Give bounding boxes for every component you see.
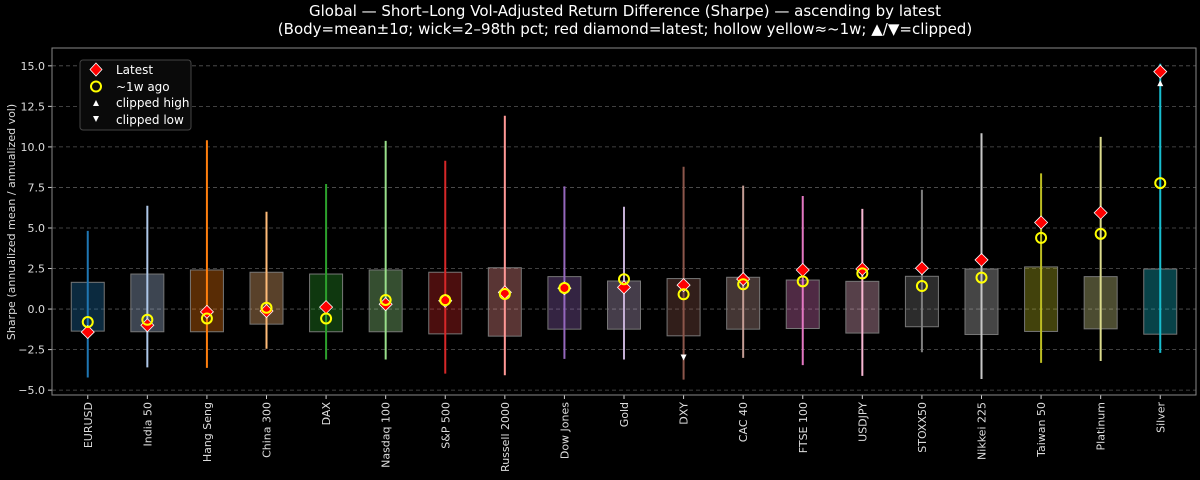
latest-marker — [914, 261, 929, 276]
week-ago-marker — [1154, 177, 1167, 190]
week-ago-marker — [81, 316, 94, 329]
y-tick-label: 2.5 — [28, 263, 46, 276]
clipped-high-marker — [1157, 80, 1164, 87]
week-ago-marker — [1035, 231, 1048, 244]
week-ago-marker — [558, 281, 571, 294]
week-ago-marker — [200, 312, 213, 325]
x-tick-label: Nikkei 225 — [976, 402, 989, 460]
week-ago-marker — [141, 313, 154, 326]
x-axis: EURUSD India 50 Hang Seng China 300 DAX Nasda… — [82, 395, 1167, 472]
x-tick-label: India 50 — [141, 402, 154, 447]
latest-marker — [795, 262, 810, 278]
chart-title: Global — Short–Long Vol-Adjusted Return … — [309, 2, 941, 20]
y-tick-label: 15.0 — [21, 60, 46, 73]
x-tick-label: USDJPY — [856, 402, 869, 442]
week-ago-marker — [1094, 227, 1107, 240]
y-tick-label: 5.0 — [28, 222, 46, 235]
x-tick-label: Gold — [618, 402, 631, 427]
x-tick-label: Taiwan 50 — [1035, 402, 1048, 458]
week-ago-marker — [677, 288, 690, 301]
week-ago-marker — [260, 301, 273, 314]
week-ago-marker — [975, 271, 988, 284]
week-ago-marker — [379, 293, 392, 306]
week-ago-marker — [498, 287, 511, 300]
x-tick-label: CAC 40 — [737, 402, 750, 442]
x-tick-label: DXY — [678, 402, 691, 425]
x-tick-label: Platinum — [1095, 402, 1108, 450]
y-tick-label: −5.0 — [18, 384, 45, 397]
x-tick-label: Hang Seng — [201, 402, 214, 462]
latest-marker — [1153, 64, 1168, 79]
plot-frame — [51, 47, 1197, 396]
latest-marker — [80, 325, 95, 340]
legend-clipped-high-icon — [93, 100, 99, 106]
y-tick-label: −2.5 — [18, 344, 45, 357]
plot-marks — [70, 63, 1178, 380]
week-ago-marker — [439, 294, 452, 307]
x-tick-label: Russell 2000 — [499, 402, 512, 472]
x-tick-label: Silver — [1154, 402, 1167, 433]
x-tick-label: DAX — [320, 402, 333, 426]
y-tick-label: 10.0 — [21, 141, 46, 154]
legend-box — [79, 59, 192, 131]
clipped-low-marker — [680, 354, 687, 361]
y-axis-label: Sharpe (annualized mean / annualized vol… — [5, 104, 18, 340]
chart-subtitle: (Body=mean±1σ; wick=2–98th pct; red diam… — [278, 20, 972, 38]
week-ago-marker — [618, 273, 630, 286]
latest-marker — [676, 277, 691, 293]
legend: Latest ~1w ago clipped high clipped low — [79, 59, 192, 131]
legend-week-circle-icon — [90, 80, 102, 93]
legend-latest-diamond-icon — [89, 62, 103, 77]
gridlines — [52, 65, 1196, 391]
week-ago-marker — [796, 275, 809, 288]
legend-week-label: ~1w ago — [116, 80, 170, 94]
y-tick-label: 7.5 — [28, 181, 46, 194]
x-tick-label: STOXX50 — [916, 402, 929, 453]
latest-marker — [974, 252, 989, 267]
legend-latest-label: Latest — [116, 63, 153, 77]
y-axis: −5.0 −2.5 0.0 2.5 5.0 7.5 10.0 12.5 15.0 — [18, 60, 52, 397]
x-tick-label: Nasdaq 100 — [380, 402, 393, 468]
x-tick-label: Dow Jones — [558, 402, 571, 459]
latest-marker — [1034, 215, 1049, 230]
latest-marker — [1093, 205, 1108, 220]
x-tick-label: China 300 — [261, 402, 274, 458]
week-ago-marker — [856, 267, 869, 280]
week-ago-marker — [320, 312, 333, 325]
x-tick-label: EURUSD — [82, 402, 95, 448]
x-tick-label: FTSE 100 — [797, 402, 810, 453]
week-ago-marker — [915, 280, 928, 293]
x-tick-label: S&P 500 — [439, 402, 452, 449]
week-ago-marker — [737, 278, 750, 291]
legend-clipped-high-label: clipped high — [116, 96, 189, 110]
legend-clipped-low-label: clipped low — [116, 113, 184, 127]
legend-clipped-low-icon — [93, 116, 99, 122]
y-tick-label: 0.0 — [28, 303, 46, 316]
y-tick-label: 12.5 — [21, 100, 46, 113]
